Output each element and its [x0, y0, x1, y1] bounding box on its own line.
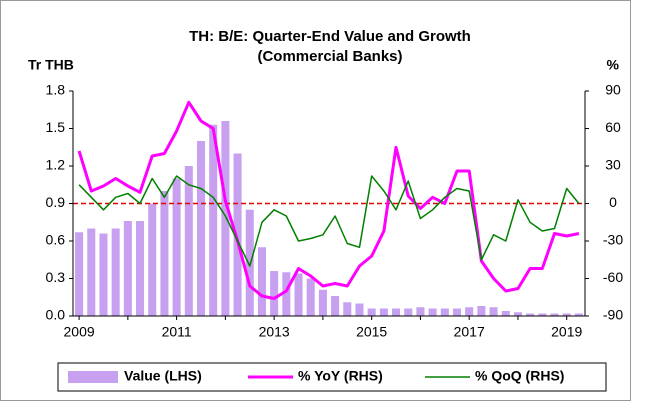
- bar: [538, 313, 547, 316]
- bar: [257, 247, 266, 316]
- y-tick-label: 1.5: [46, 119, 66, 135]
- y2-tick-label: -30: [603, 232, 623, 248]
- y2-tick-label: 0: [609, 194, 617, 210]
- bar: [148, 203, 157, 316]
- bar: [343, 302, 352, 316]
- bar: [452, 308, 462, 316]
- y-tick-label: 0.6: [46, 232, 66, 248]
- legend-label: % YoY (RHS): [298, 368, 383, 384]
- x-tick-label: 2009: [64, 324, 95, 340]
- x-tick-label: 2011: [162, 324, 192, 340]
- y-tick-label: 1.8: [46, 82, 66, 98]
- frame: [0, 0, 631, 401]
- bar: [379, 308, 388, 316]
- bar: [306, 278, 315, 316]
- bar: [270, 271, 279, 316]
- bar: [404, 308, 413, 316]
- y2-tick-label: -60: [603, 269, 623, 285]
- bar: [318, 289, 327, 316]
- chart-subtitle: (Commercial Banks): [257, 48, 402, 65]
- bar: [282, 272, 291, 316]
- bar: [184, 166, 193, 316]
- bar: [245, 209, 254, 316]
- y2-axis-label: %: [607, 57, 620, 73]
- bar: [526, 313, 535, 316]
- bar: [123, 221, 132, 316]
- line-series: [77, 100, 580, 300]
- x-tick-label: 2015: [356, 324, 387, 340]
- legend-label: Value (LHS): [124, 368, 202, 384]
- bar: [111, 228, 120, 316]
- bar: [562, 313, 571, 316]
- bar: [367, 308, 376, 316]
- bar: [465, 307, 474, 316]
- bar: [428, 308, 437, 316]
- bar: [574, 313, 583, 316]
- bar: [75, 232, 84, 316]
- bar: [416, 307, 425, 316]
- bar: [99, 233, 108, 316]
- bar: [489, 307, 498, 316]
- legend-swatch: [68, 371, 118, 383]
- y-tick-label: 0.3: [46, 269, 66, 285]
- y-axis-label: Tr THB: [28, 57, 74, 73]
- bar: [331, 296, 340, 316]
- bar: [550, 313, 559, 316]
- bar: [160, 191, 169, 316]
- bar: [501, 311, 510, 316]
- line-series: [78, 175, 580, 267]
- bar: [233, 153, 242, 316]
- bar: [440, 308, 449, 316]
- bar: [355, 303, 364, 316]
- y2-tick-label: 60: [605, 119, 621, 135]
- bar: [87, 228, 96, 316]
- x-tick-label: 2017: [454, 324, 485, 340]
- legend-box: [57, 362, 607, 392]
- y-tick-label: 1.2: [46, 157, 66, 173]
- legend-label: % QoQ (RHS): [475, 368, 564, 384]
- y2-tick-label: 90: [605, 82, 621, 98]
- bar: [477, 306, 486, 316]
- chart-title: TH: B/E: Quarter-End Value and Growth: [189, 28, 471, 45]
- legend: Value (LHS) % YoY (RHS) % QoQ (RHS): [57, 362, 607, 392]
- bar: [513, 312, 522, 316]
- x-tick-label: 2013: [259, 324, 290, 340]
- y-tick-label: 0.0: [46, 307, 66, 323]
- bar: [209, 124, 218, 316]
- y2-tick-label: 30: [605, 157, 621, 173]
- x-tick-label: 2019: [551, 324, 582, 340]
- y2-tick-label: -90: [603, 307, 623, 323]
- bar: [392, 308, 401, 316]
- bar: [221, 121, 230, 316]
- bar: [136, 221, 145, 316]
- bar: [172, 178, 181, 316]
- bar: [196, 141, 206, 316]
- y-tick-label: 0.9: [46, 194, 66, 210]
- bar: [294, 273, 303, 316]
